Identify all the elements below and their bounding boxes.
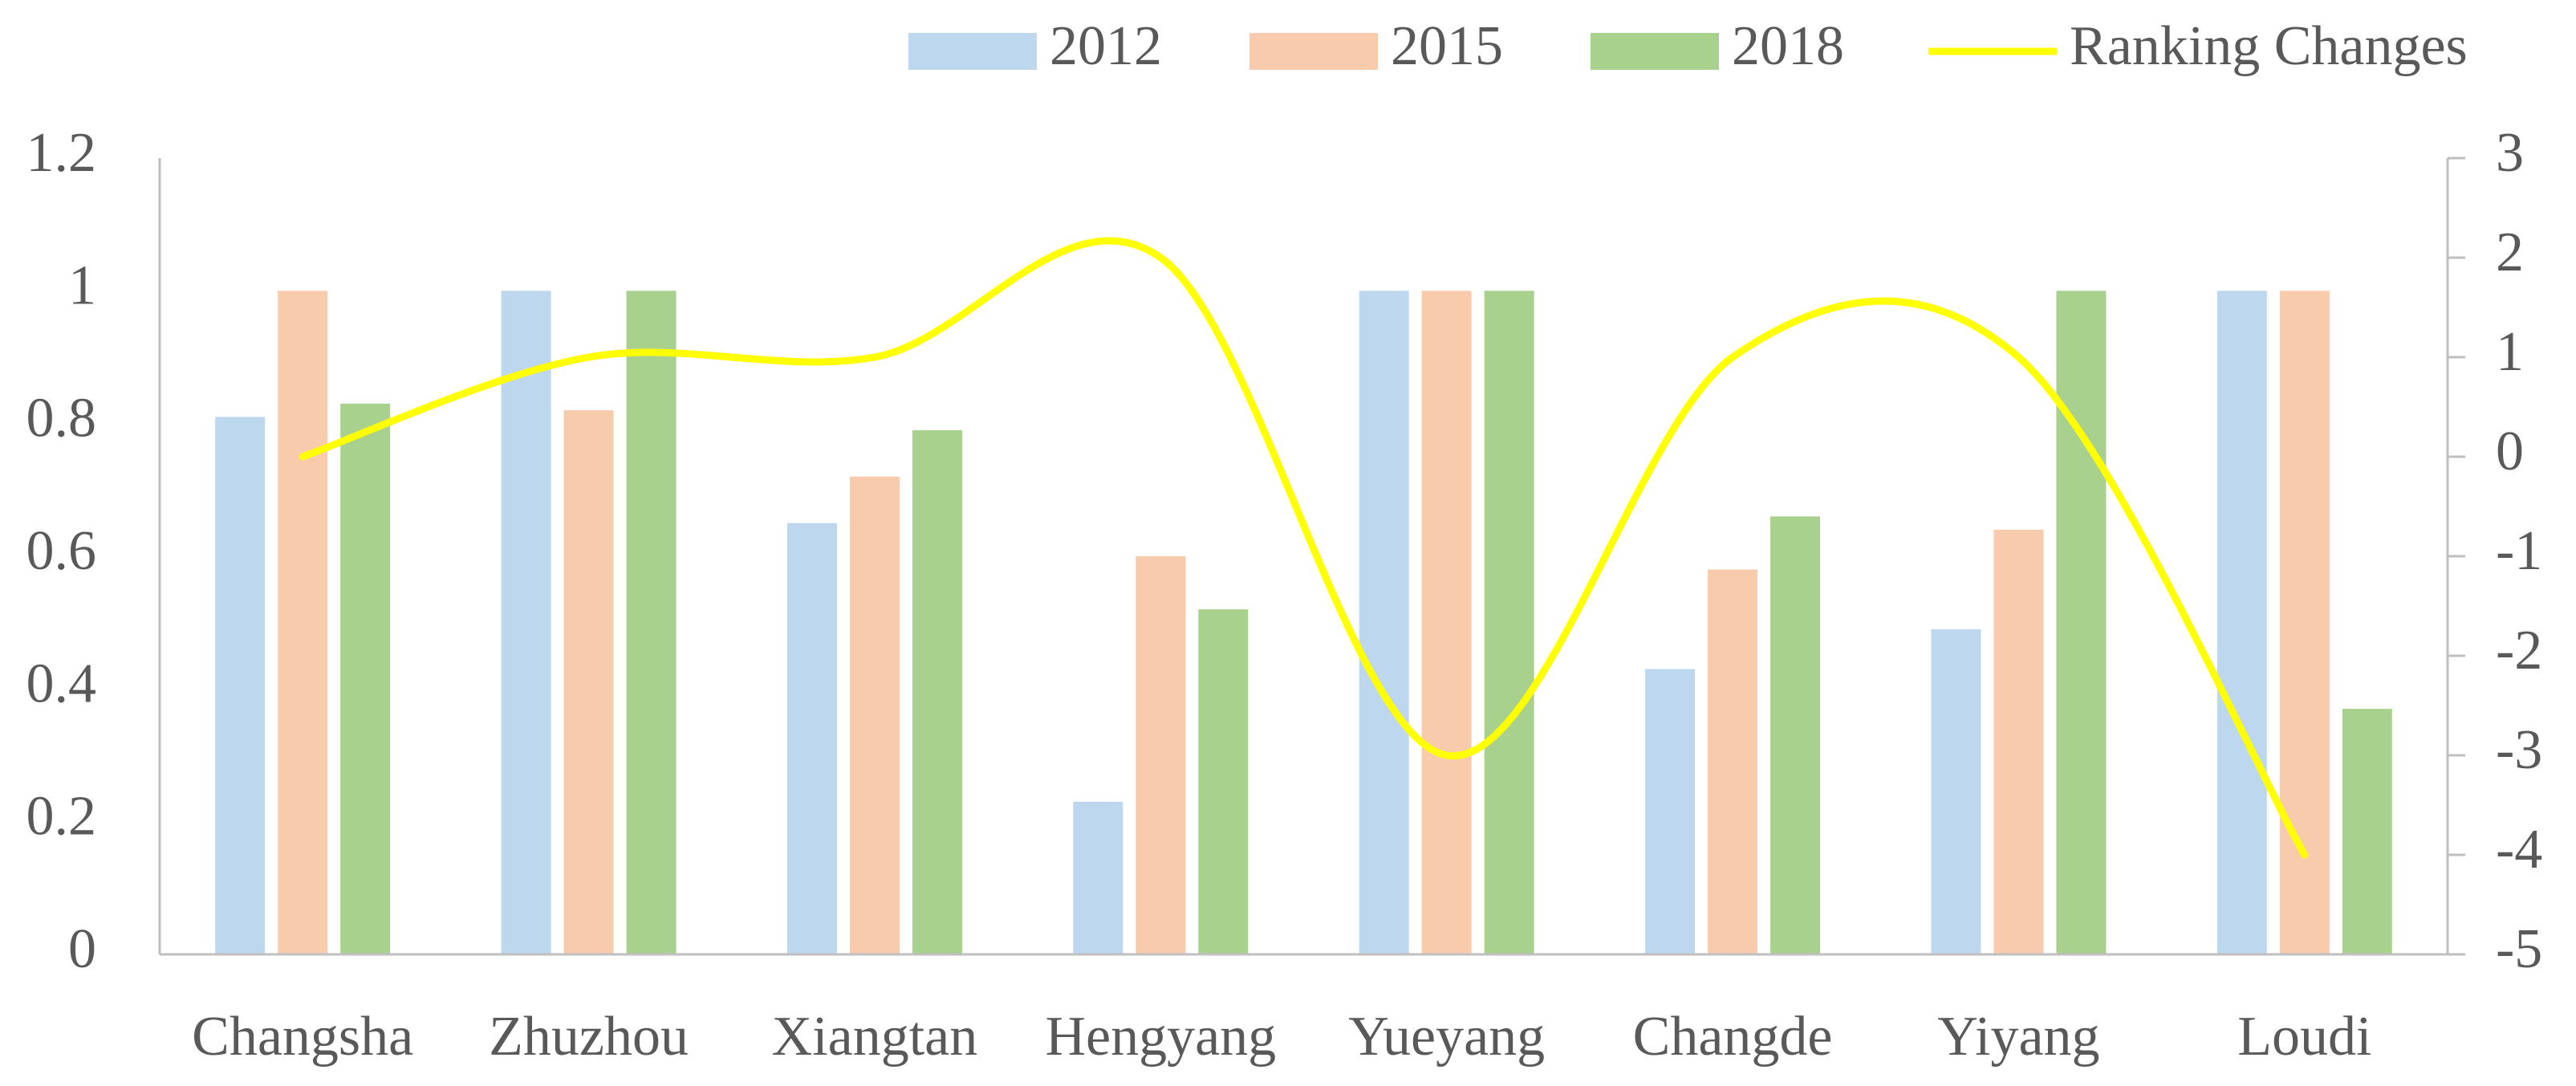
y2-tick-label: -1 [2496, 520, 2542, 582]
legend-label: Ranking Changes [2070, 15, 2468, 77]
x-tick-label: Loudi [2237, 1006, 2371, 1068]
legend-swatch [908, 33, 1037, 70]
bar [1645, 669, 1696, 954]
y2-tick-label: -2 [2496, 620, 2542, 681]
bar [1770, 516, 1821, 954]
legend-swatch [1249, 33, 1378, 70]
bar [1359, 291, 1409, 954]
bar [1931, 628, 1981, 954]
y-tick-label: 0.8 [26, 388, 97, 449]
y2-tick-label: -5 [2496, 918, 2542, 980]
y-tick-label: 0.6 [26, 520, 97, 582]
bar [2216, 291, 2267, 954]
legend-label: 2012 [1050, 15, 1162, 77]
bar [626, 291, 677, 954]
x-tick-label: Zhuzhou [489, 1006, 689, 1068]
bar [1198, 609, 1249, 954]
bar [1484, 291, 1534, 954]
line [299, 237, 2309, 859]
bar [278, 291, 328, 954]
x-tick-label: Changde [1633, 1006, 1833, 1068]
bar [563, 410, 614, 955]
y2-tick-label: -3 [2496, 719, 2542, 781]
legend-label: 2015 [1391, 15, 1503, 77]
y2-tick-label: 1 [2496, 321, 2524, 383]
x-tick-label: Hengyang [1045, 1006, 1276, 1068]
y-tick-label: 1.2 [26, 122, 97, 184]
x-tick-label: Changsha [192, 1006, 413, 1068]
y-tick-label: 0.2 [26, 786, 97, 848]
bar [1136, 556, 1186, 954]
bar [215, 417, 266, 954]
y-tick-label: 0 [68, 918, 96, 980]
bar [2342, 709, 2392, 954]
x-tick-label: Yueyang [1348, 1006, 1545, 1068]
legend-swatch [1591, 33, 1719, 70]
bar [340, 403, 391, 954]
bar [786, 523, 837, 954]
legend-label: 2018 [1732, 15, 1844, 77]
y2-tick-label: 0 [2496, 421, 2524, 482]
y2-tick-label: -4 [2496, 819, 2542, 881]
bar [912, 429, 962, 954]
x-tick-label: Yiyang [1937, 1006, 2099, 1068]
y-tick-label: 1 [68, 254, 96, 316]
bar [501, 291, 551, 954]
y2-tick-label: 2 [2496, 222, 2524, 283]
bar [1708, 569, 1758, 954]
bar [2279, 291, 2330, 954]
bar [849, 476, 900, 954]
bar [1993, 529, 2044, 954]
y2-tick-label: 3 [2496, 122, 2524, 184]
x-tick-label: Xiangtan [772, 1006, 978, 1068]
bar [1421, 291, 1472, 954]
bar [2056, 291, 2107, 954]
y-tick-label: 0.4 [26, 653, 97, 714]
bar [1073, 801, 1123, 954]
